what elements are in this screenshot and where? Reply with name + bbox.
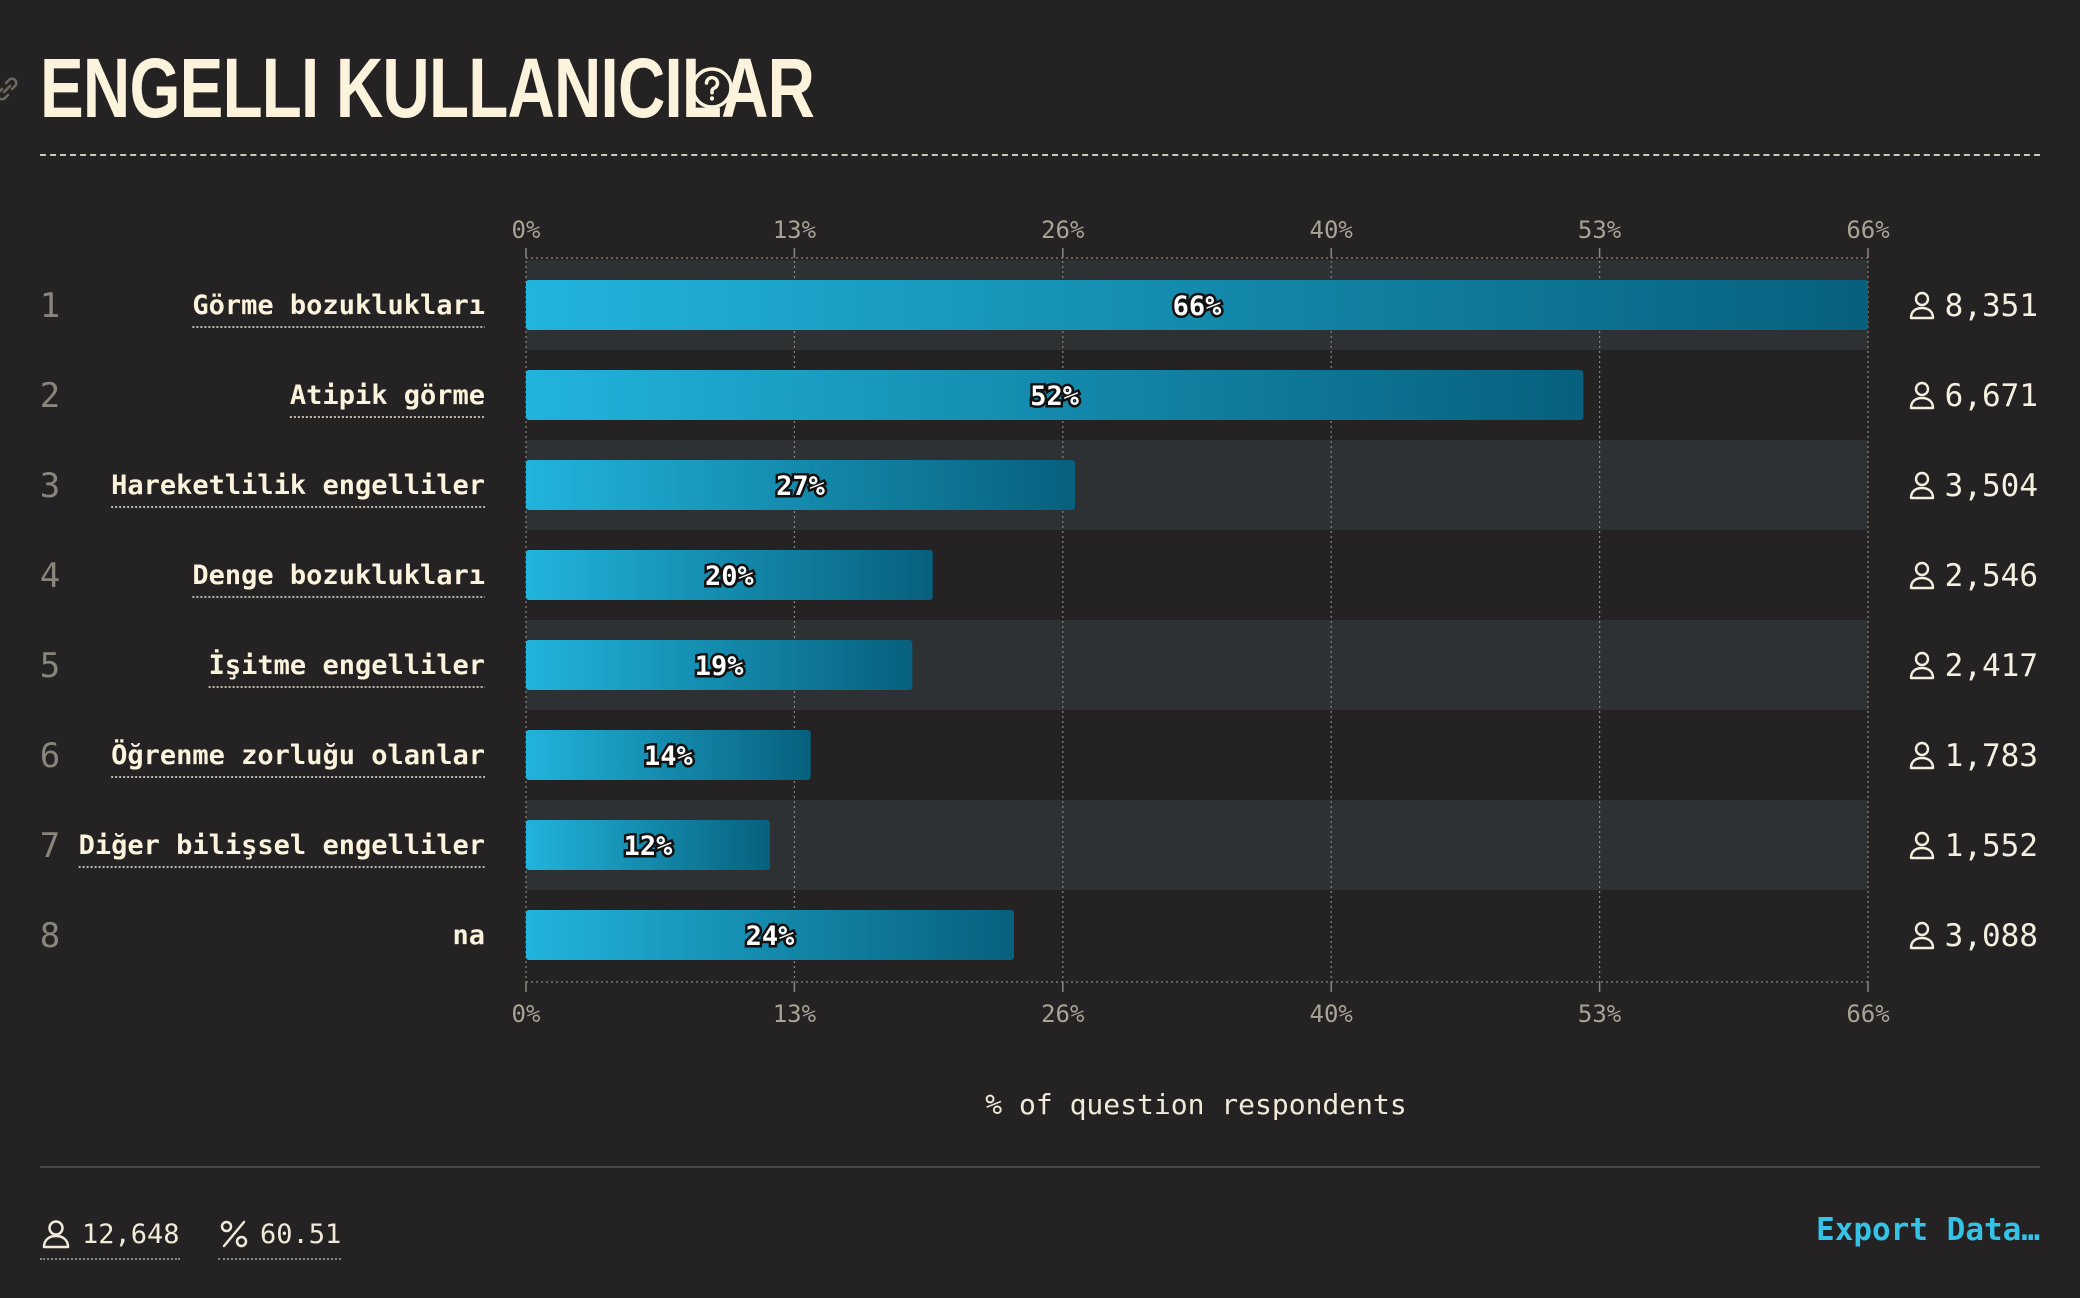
user-icon	[1909, 561, 1935, 590]
question-circle-icon[interactable]	[688, 64, 736, 112]
category-label[interactable]: Diğer bilişsel engelliler	[79, 830, 485, 861]
page-title: ENGELLI KULLANICILAR	[40, 41, 815, 135]
tick-label-bottom: 40%	[1310, 1000, 1354, 1028]
respondent-count: 3,088	[1945, 918, 2038, 954]
category-label[interactable]: İşitme engelliler	[209, 649, 485, 681]
respondent-count: 3,504	[1945, 468, 2038, 504]
respondent-count: 1,552	[1945, 828, 2038, 864]
bar[interactable]	[526, 460, 1075, 510]
tick-label-top: 13%	[773, 216, 817, 244]
user-icon	[1909, 651, 1935, 680]
tick-label-top: 26%	[1041, 216, 1085, 244]
category-label[interactable]: Denge bozuklukları	[192, 560, 485, 591]
percent-stat[interactable]: 60.51	[218, 1214, 342, 1260]
bar-value-label: 27%	[776, 471, 826, 502]
tick-label-bottom: 26%	[1041, 1000, 1085, 1028]
respondent-count: 1,783	[1945, 738, 2038, 774]
bar-value-label: 14%	[644, 741, 694, 772]
title-divider	[40, 154, 2040, 156]
category-label[interactable]: Hareketlilik engelliler	[111, 470, 485, 501]
category-label[interactable]: Atipik görme	[290, 380, 485, 411]
user-icon	[1909, 381, 1935, 410]
category-label[interactable]: Görme bozuklukları	[192, 290, 485, 321]
tick-label-bottom: 13%	[773, 1000, 817, 1028]
rank-number: 5	[40, 646, 60, 686]
user-icon	[1909, 741, 1935, 770]
bar-value-label: 66%	[1173, 291, 1223, 322]
total-respondents-stat[interactable]: 12,648	[40, 1214, 180, 1260]
bar-value-label: 52%	[1030, 381, 1080, 412]
percent-icon	[220, 1220, 248, 1248]
tick-label-top: 0%	[512, 216, 541, 244]
percent-stat-value: 60.51	[260, 1218, 342, 1250]
rank-number: 3	[40, 466, 60, 506]
respondent-count: 2,546	[1945, 558, 2038, 594]
rank-number: 2	[40, 376, 60, 416]
bar[interactable]	[526, 280, 1868, 330]
bar-value-label: 24%	[746, 921, 796, 952]
respondent-count: 8,351	[1945, 288, 2038, 324]
bar[interactable]	[526, 550, 933, 600]
tick-label-bottom: 0%	[512, 1000, 541, 1028]
category-label[interactable]: na	[452, 920, 485, 951]
rank-number: 1	[40, 286, 60, 326]
rank-number: 6	[40, 736, 60, 776]
user-icon	[1909, 921, 1935, 950]
user-icon	[42, 1220, 70, 1249]
rank-number: 4	[40, 556, 60, 596]
bar-chart: 0% 0% 13% 13% 26% 26% 40% 40% 53% 53% 66% 66% 1 Görme…	[40, 216, 2038, 1028]
category-label[interactable]: Öğrenme zorluğu olanlar	[111, 738, 485, 771]
user-icon	[1909, 291, 1935, 320]
user-icon	[1909, 471, 1935, 500]
footer-divider	[40, 1166, 2040, 1168]
total-respondents-value: 12,648	[82, 1218, 180, 1250]
x-axis-title: % of question respondents	[985, 1088, 1407, 1121]
bar[interactable]	[526, 640, 913, 690]
tick-label-bottom: 66%	[1846, 1000, 1890, 1028]
rank-number: 7	[40, 826, 60, 866]
bar-value-label: 19%	[695, 651, 745, 682]
tick-label-bottom: 53%	[1578, 1000, 1622, 1028]
bar-value-label: 12%	[624, 831, 674, 862]
bar[interactable]	[526, 910, 1014, 960]
tick-label-top: 40%	[1310, 216, 1354, 244]
bar[interactable]	[526, 730, 811, 780]
bar-value-label: 20%	[705, 561, 755, 592]
link-icon[interactable]	[0, 76, 20, 102]
rank-number: 8	[40, 916, 60, 956]
export-data-link[interactable]: Export Data…	[1816, 1212, 2040, 1248]
respondent-count: 6,671	[1945, 378, 2038, 414]
respondent-count: 2,417	[1945, 648, 2038, 684]
bar[interactable]	[526, 820, 770, 870]
tick-label-top: 53%	[1578, 216, 1622, 244]
user-icon	[1909, 831, 1935, 860]
tick-label-top: 66%	[1846, 216, 1890, 244]
bar[interactable]	[526, 370, 1584, 420]
